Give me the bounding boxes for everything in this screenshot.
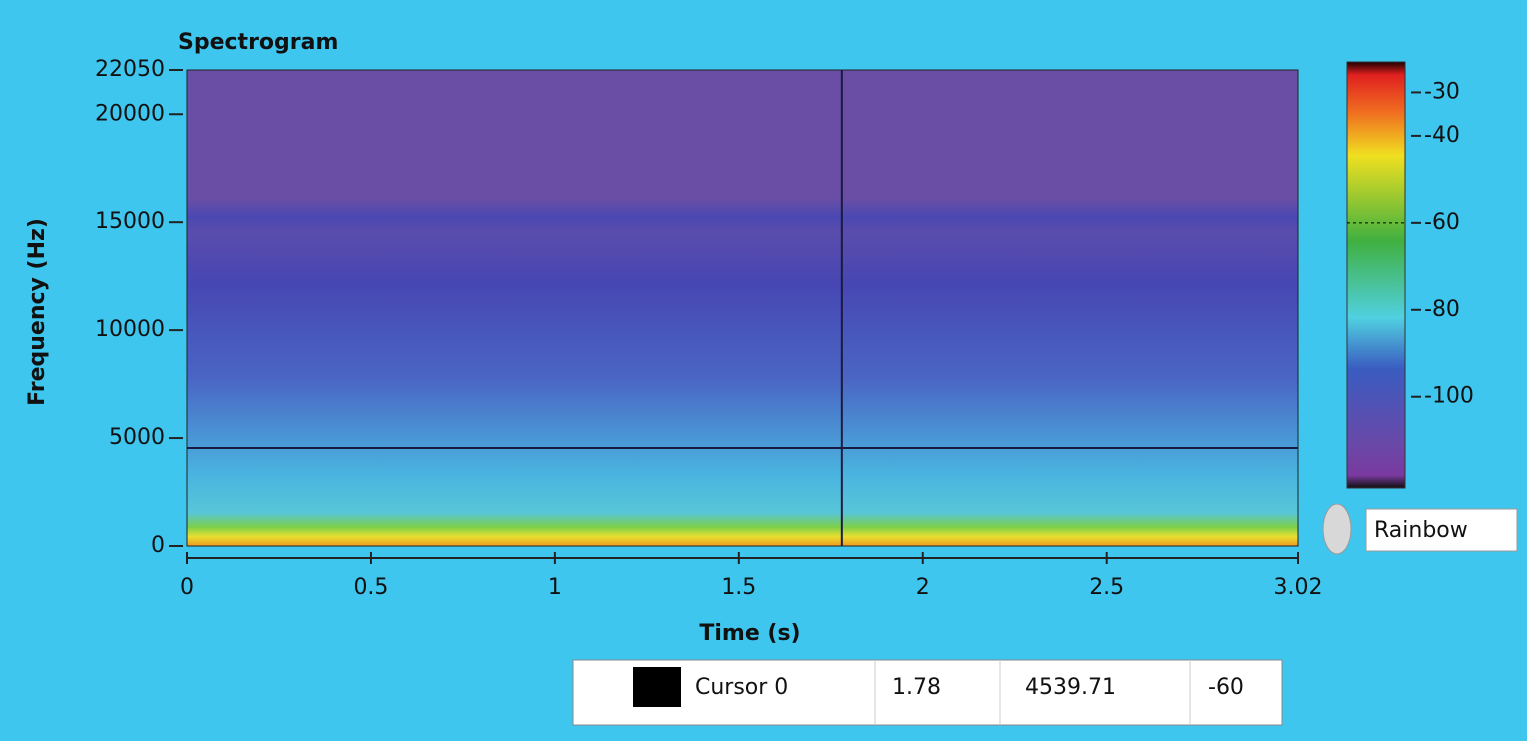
- colormap-selector[interactable]: Rainbow: [1322, 503, 1518, 555]
- x-tick-label: 2.5: [1089, 575, 1124, 600]
- y-tick-label: 5000: [109, 425, 165, 450]
- cursor-table: Cursor 0 1.78 4539.71 -60: [572, 659, 1283, 726]
- cursor-y: 4539.71: [1025, 675, 1116, 700]
- chart-title: Spectrogram: [178, 30, 338, 55]
- colorbar-tick-label: -100: [1424, 384, 1474, 409]
- x-tick-label: 3.02: [1274, 575, 1323, 600]
- colormap-field[interactable]: [1365, 508, 1518, 552]
- x-tick-label: 1.5: [721, 575, 756, 600]
- cursor-x: 1.78: [892, 675, 941, 700]
- colorbar-tick-label: -40: [1424, 123, 1460, 148]
- x-tick-label: 0.5: [353, 575, 388, 600]
- y-tick-label: 10000: [95, 317, 165, 342]
- x-tick-label: 2: [916, 575, 930, 600]
- colormap-spinner[interactable]: [1322, 503, 1352, 555]
- y-tick-label: 0: [151, 533, 165, 558]
- colormap-name: Rainbow: [1374, 518, 1468, 543]
- x-tick-label: 1: [548, 575, 562, 600]
- cursor-name: Cursor 0: [695, 675, 788, 700]
- x-tick-label: 0: [180, 575, 194, 600]
- x-axis-label: Time (s): [699, 621, 800, 646]
- y-tick-label: 20000: [95, 101, 165, 126]
- colorbar-tick-label: -80: [1424, 297, 1460, 322]
- colorbar-tick-label: -60: [1424, 210, 1460, 235]
- cursor-value: -60: [1208, 675, 1244, 700]
- cursor-table-box: [572, 659, 1283, 726]
- y-tick-label: 15000: [95, 209, 165, 234]
- y-axis-label: Frequency (Hz): [25, 218, 50, 406]
- cursor-swatch[interactable]: [633, 667, 681, 707]
- spectrogram-image: [186, 69, 1299, 547]
- colorbar: [1346, 61, 1406, 489]
- colorbar-tick-label: -30: [1424, 79, 1460, 104]
- y-tick-label: 22050: [95, 57, 165, 82]
